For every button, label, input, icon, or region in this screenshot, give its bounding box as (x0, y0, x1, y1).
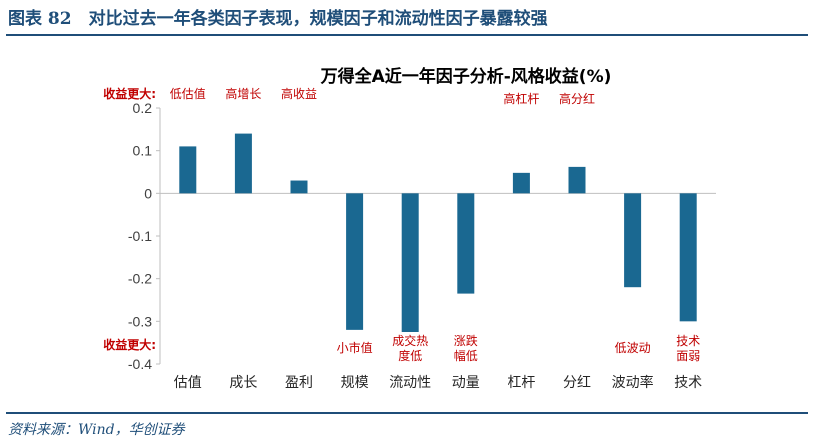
bottom-annotation-label: 收益更大: (103, 337, 156, 352)
x-tick-label: 规模 (341, 375, 369, 391)
annotation-bottom: 技术 (676, 334, 700, 348)
annotation-bottom: 幅低 (454, 348, 478, 363)
x-tick-label: 分红 (563, 375, 591, 391)
bar (290, 180, 308, 194)
bar (457, 193, 475, 294)
bar (234, 133, 252, 194)
y-tick-label: -0.2 (128, 271, 152, 287)
y-tick-label: 0.1 (133, 143, 153, 159)
annotation-top: 高杠杆 (503, 91, 539, 106)
bar (179, 146, 197, 194)
annotation-bottom: 低波动 (615, 341, 651, 355)
top-annotation-label: 收益更大: (103, 86, 156, 101)
x-tick-label: 估值 (174, 375, 202, 391)
source-note: 资料来源：Wind，华创证券 (8, 422, 185, 438)
annotation-top: 高分红 (559, 91, 595, 106)
annotation-top: 高增长 (225, 86, 261, 101)
annotation-bottom: 成交热 (392, 333, 428, 348)
x-tick-label: 波动率 (612, 374, 654, 391)
bar (512, 172, 530, 194)
y-tick-label: 0.2 (133, 100, 153, 116)
bar (624, 193, 642, 288)
bar (401, 193, 419, 332)
footer-rule (6, 412, 808, 414)
bar (568, 166, 586, 194)
chart-title: 万得全A近一年因子分析-风格收益(%) (320, 66, 612, 87)
annotation-bottom: 面弱 (676, 349, 700, 363)
y-tick-label: -0.1 (128, 228, 152, 244)
x-tick-label: 成长 (229, 375, 257, 391)
figure-title: 图表 82 对比过去一年各类因子表现，规模因子和流动性因子暴露较强 (8, 9, 548, 29)
y-tick-label: -0.3 (128, 313, 152, 329)
annotation-bottom: 度低 (398, 348, 422, 363)
header-rule (6, 34, 808, 36)
x-tick-label: 盈利 (285, 375, 313, 391)
annotation-bottom: 小市值 (337, 340, 373, 355)
x-tick-label: 杠杆 (507, 375, 535, 391)
annotation-top: 低估值 (170, 86, 206, 101)
bar (346, 193, 364, 330)
annotation-bottom: 涨跌 (454, 333, 478, 348)
bar (679, 193, 697, 322)
y-tick-label: 0 (144, 185, 152, 201)
x-tick-label: 动量 (452, 375, 480, 391)
bar-chart: 万得全A近一年因子分析-风格收益(%) 0.2 0.1 0 -0.1 -0.2 -0.3 -0… (103, 66, 716, 391)
x-tick-label: 技术 (674, 375, 702, 391)
annotation-top: 高收益 (281, 86, 317, 101)
x-tick-label: 流动性 (389, 375, 431, 391)
y-tick-label: -0.4 (128, 356, 152, 372)
